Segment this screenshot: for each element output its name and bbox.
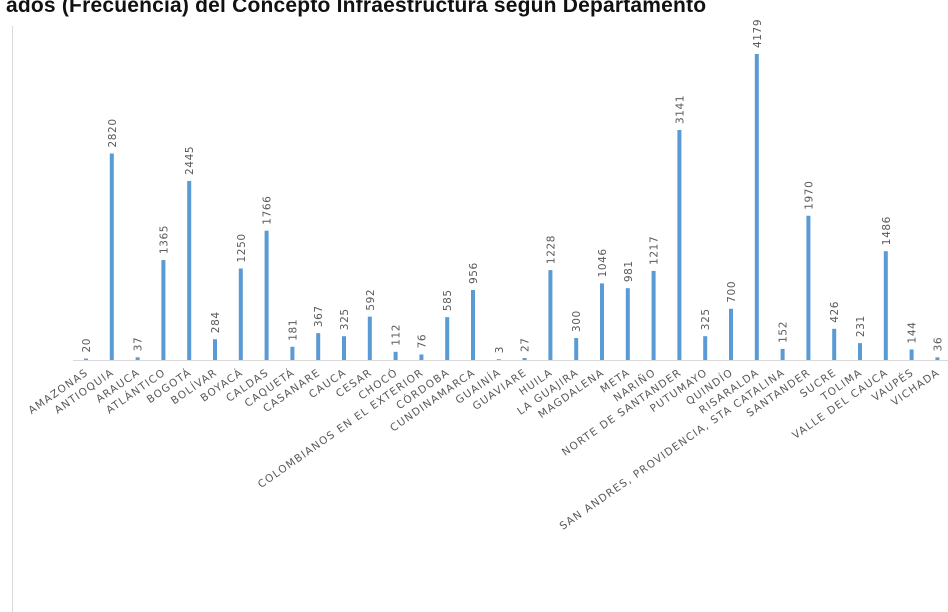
bar xyxy=(342,336,346,360)
bar xyxy=(806,215,811,360)
bar xyxy=(574,338,579,360)
data-label: 1486 xyxy=(881,216,893,245)
data-label: 4179 xyxy=(752,19,764,48)
bar xyxy=(135,357,140,360)
data-label: 325 xyxy=(339,308,351,330)
data-label: 956 xyxy=(468,262,480,284)
data-label: 1365 xyxy=(158,225,170,254)
bar xyxy=(858,343,862,360)
bar xyxy=(625,288,630,360)
chart-frame-left-border xyxy=(12,26,13,612)
bar xyxy=(780,348,785,360)
bar xyxy=(84,358,88,360)
data-label: 27 xyxy=(520,337,532,352)
bar xyxy=(419,354,424,360)
bar xyxy=(600,283,604,360)
data-label: 325 xyxy=(700,308,712,330)
bar xyxy=(883,251,888,360)
bar xyxy=(935,357,940,360)
data-label: 1046 xyxy=(597,248,609,277)
bar xyxy=(445,317,450,360)
bar xyxy=(909,349,914,360)
data-label: 981 xyxy=(623,260,635,282)
bar xyxy=(677,130,682,360)
data-label: 700 xyxy=(726,281,738,303)
data-label: 3 xyxy=(494,346,506,353)
data-label: 2820 xyxy=(107,118,119,147)
bar xyxy=(238,268,243,360)
data-label: 585 xyxy=(442,289,454,311)
bar xyxy=(651,270,656,360)
data-label: 2445 xyxy=(184,146,196,175)
bar xyxy=(109,153,114,360)
data-label: 181 xyxy=(287,319,299,341)
bar xyxy=(548,270,553,360)
data-label: 426 xyxy=(829,301,841,323)
data-label: 231 xyxy=(855,315,867,337)
chart-title-text: ados (Frecuencia) del Concepto Infraestr… xyxy=(6,0,707,17)
data-label: 76 xyxy=(416,334,428,349)
bar xyxy=(471,290,475,360)
data-label: 36 xyxy=(932,337,944,352)
data-label: 367 xyxy=(313,305,325,327)
bar xyxy=(703,336,708,360)
bar xyxy=(729,308,733,360)
bar xyxy=(187,180,192,360)
bar xyxy=(161,260,166,360)
bar xyxy=(213,339,217,360)
data-label: 1250 xyxy=(236,233,248,262)
bar xyxy=(316,333,321,360)
bar xyxy=(754,54,759,360)
bar xyxy=(367,316,372,360)
data-label: 1970 xyxy=(803,181,815,210)
data-label: 1228 xyxy=(545,235,557,264)
data-label: 592 xyxy=(365,289,377,311)
bar xyxy=(393,351,398,360)
data-label: 20 xyxy=(81,338,93,353)
data-label: 3141 xyxy=(674,95,686,124)
data-label: 300 xyxy=(571,310,583,332)
data-label: 152 xyxy=(778,321,790,343)
data-label: 1217 xyxy=(649,236,661,265)
bar xyxy=(522,358,527,360)
bar xyxy=(832,328,837,360)
data-label: 112 xyxy=(391,324,403,346)
data-label: 1766 xyxy=(262,196,274,225)
bar xyxy=(496,359,501,360)
data-label: 144 xyxy=(907,322,919,344)
data-label: 37 xyxy=(133,337,145,352)
bar xyxy=(264,230,269,360)
chart-title: ados (Frecuencia) del Concepto Infraestr… xyxy=(0,0,948,24)
data-label: 284 xyxy=(210,311,222,333)
bar xyxy=(290,346,295,360)
